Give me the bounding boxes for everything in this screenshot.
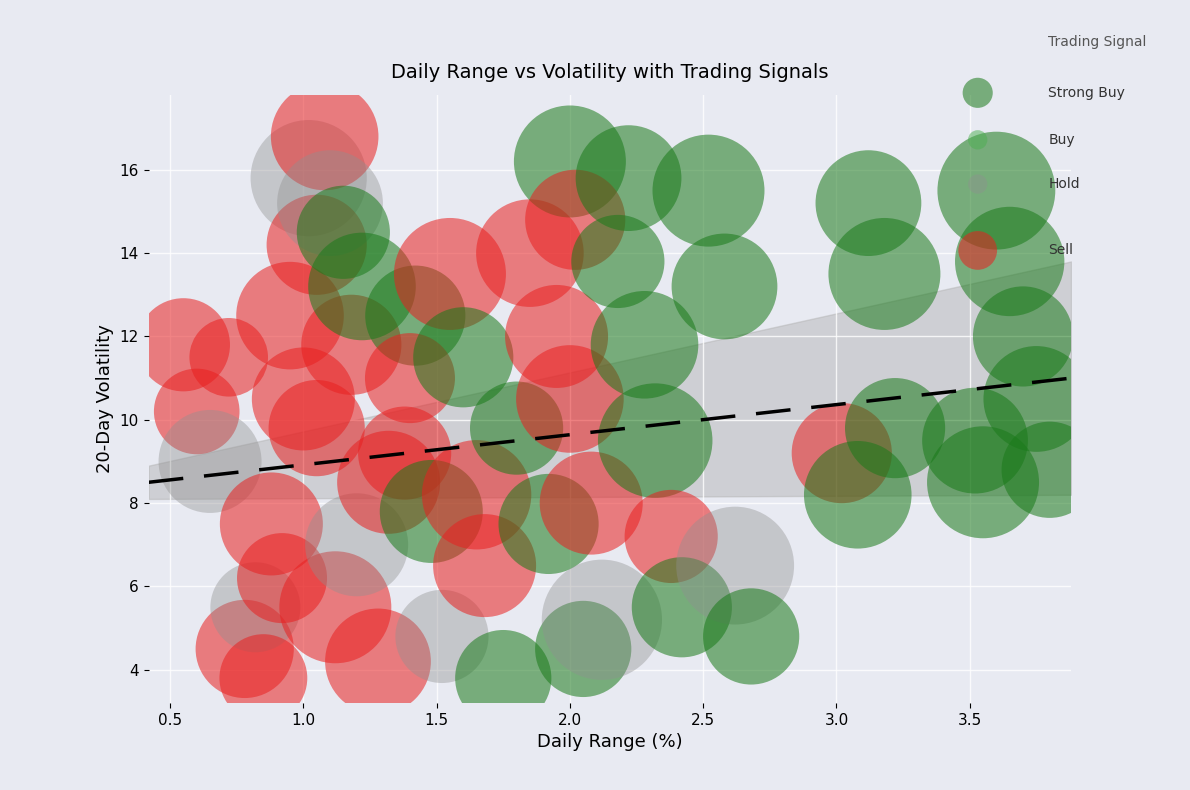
Point [662, 530, 681, 543]
Point [859, 197, 878, 209]
Y-axis label: 20-Day Volatility: 20-Day Volatility [96, 325, 114, 473]
Point [334, 226, 353, 239]
Point [973, 476, 992, 488]
Point [635, 338, 654, 351]
Text: Trading Signal: Trading Signal [1048, 35, 1147, 49]
Point [507, 422, 526, 434]
Point [440, 268, 459, 280]
Point [969, 244, 988, 257]
Point [326, 601, 345, 614]
Point [593, 614, 612, 626]
Point [741, 630, 760, 643]
Point [494, 672, 513, 684]
Point [1014, 330, 1033, 343]
Point [969, 178, 988, 190]
Point [395, 447, 414, 460]
Point [299, 171, 318, 184]
Point [421, 505, 440, 517]
Point [619, 171, 638, 184]
Point [315, 130, 334, 143]
Point [1040, 464, 1059, 476]
Point [672, 601, 691, 614]
Point [369, 655, 388, 668]
Text: Sell: Sell [1048, 243, 1073, 258]
Point [646, 435, 665, 447]
Point [281, 310, 300, 322]
Point [726, 559, 745, 572]
Point [475, 559, 494, 572]
Point [520, 246, 539, 259]
Point [560, 155, 580, 167]
Point [236, 642, 255, 655]
Point [453, 351, 472, 363]
Point [246, 601, 265, 614]
Point [965, 435, 984, 447]
Point [468, 488, 487, 501]
Point [969, 134, 988, 146]
Point [987, 184, 1006, 197]
X-axis label: Daily Range (%): Daily Range (%) [537, 733, 683, 751]
Point [347, 539, 367, 551]
Point [253, 672, 273, 684]
Text: Strong Buy: Strong Buy [1048, 86, 1126, 100]
Point [608, 255, 627, 268]
Point [342, 338, 361, 351]
Point [174, 338, 193, 351]
Point [547, 330, 566, 343]
Point [848, 488, 868, 501]
Point [380, 476, 399, 488]
Point [832, 447, 851, 460]
Point [432, 630, 451, 643]
Point [352, 280, 371, 293]
Point [574, 642, 593, 655]
Point [406, 310, 425, 322]
Point [699, 184, 718, 197]
Point [219, 351, 238, 363]
Point [273, 572, 292, 585]
Point [969, 87, 988, 100]
Text: Buy: Buy [1048, 133, 1075, 147]
Title: Daily Range vs Volatility with Trading Signals: Daily Range vs Volatility with Trading S… [392, 63, 828, 82]
Point [201, 455, 220, 468]
Point [320, 197, 339, 209]
Point [560, 393, 580, 405]
Point [262, 517, 281, 530]
Point [187, 405, 206, 418]
Point [715, 280, 734, 293]
Point [539, 517, 558, 530]
Point [294, 393, 313, 405]
Point [307, 239, 326, 251]
Point [401, 372, 420, 385]
Text: Hold: Hold [1048, 177, 1081, 191]
Point [582, 497, 601, 510]
Point [1027, 393, 1046, 405]
Point [875, 268, 894, 280]
Point [885, 422, 904, 434]
Point [565, 213, 584, 226]
Point [1000, 255, 1019, 268]
Point [307, 422, 326, 434]
